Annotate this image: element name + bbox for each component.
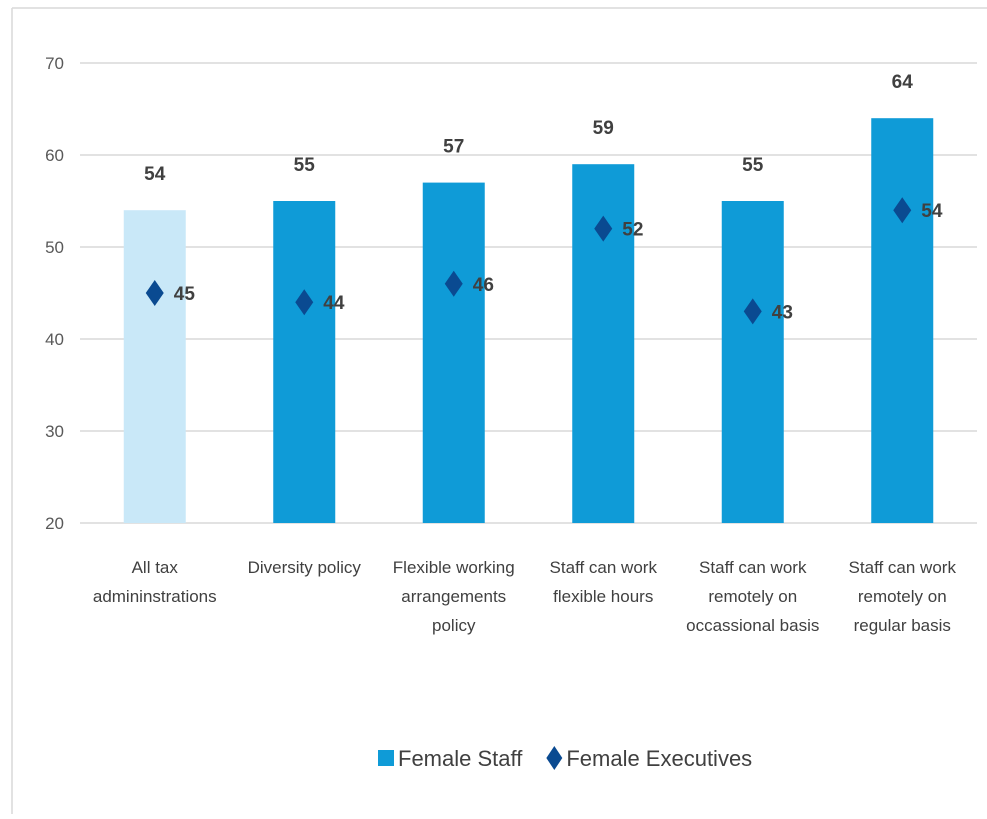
x-tick-label-line: Staff can work — [849, 558, 957, 577]
x-tick-label: Diversity policy — [248, 558, 362, 577]
y-tick-label: 60 — [45, 146, 64, 165]
bar — [123, 210, 186, 523]
bar-value-label: 59 — [593, 118, 614, 139]
marker-value-label: 43 — [772, 302, 793, 323]
x-tick-label: All tax admininstrations — [93, 558, 217, 606]
x-tick-label-line: Diversity policy — [248, 558, 362, 577]
x-tick-label-line: Staff can work — [699, 558, 807, 577]
x-tick-label-line: All tax — [132, 558, 179, 577]
x-tick-label-line: remotely on — [858, 587, 947, 606]
marker-value-label: 54 — [921, 201, 943, 222]
marker-value-label: 45 — [174, 284, 196, 305]
marker-value-label: 52 — [622, 220, 643, 241]
bar-value-label: 54 — [144, 164, 166, 185]
marker — [145, 280, 164, 306]
marker — [594, 215, 613, 242]
x-tick-label-line: arrangements — [401, 587, 506, 606]
x-tick-label-line: occassional basis — [686, 616, 819, 635]
marker — [295, 289, 314, 316]
marker-value-label: 46 — [473, 275, 494, 296]
bar — [871, 118, 934, 523]
x-tick-label-line: admininstrations — [93, 587, 217, 606]
bar-value-label: 64 — [892, 72, 914, 93]
y-tick-label: 70 — [45, 54, 64, 73]
legend-label: Female Staff — [398, 746, 523, 771]
x-tick-label-line: Flexible working — [393, 558, 515, 577]
x-tick-label: Staff can work remotely on occassional bas… — [686, 558, 819, 635]
y-tick-label: 30 — [45, 422, 64, 441]
x-tick-label-line: flexible hours — [553, 587, 653, 606]
y-tick-label: 20 — [45, 514, 64, 533]
x-tick-label-line: Staff can work — [550, 558, 658, 577]
x-tick-label-line: policy — [432, 616, 476, 635]
bar-value-label: 57 — [443, 137, 464, 158]
x-tick-label: Flexible working arrangements policy — [393, 558, 515, 635]
x-tick-label-line: regular basis — [854, 616, 951, 635]
marker — [444, 270, 463, 297]
marker — [743, 298, 762, 325]
y-tick-label: 40 — [45, 330, 64, 349]
bar — [721, 201, 784, 523]
marker — [893, 197, 912, 224]
x-tick-label-line: remotely on — [708, 587, 797, 606]
legend-swatch — [546, 746, 563, 770]
legend-label: Female Executives — [566, 746, 752, 771]
bar — [273, 201, 336, 523]
x-tick-label: Staff can work flexible hours — [550, 558, 658, 606]
bar — [422, 182, 485, 523]
marker-value-label: 44 — [323, 293, 345, 314]
x-tick-label: Staff can work remotely on regular basis — [849, 558, 957, 635]
y-tick-label: 50 — [45, 238, 64, 257]
legend-swatch — [378, 750, 394, 766]
bar-value-label: 55 — [742, 155, 764, 176]
bar-value-label: 55 — [294, 155, 316, 176]
